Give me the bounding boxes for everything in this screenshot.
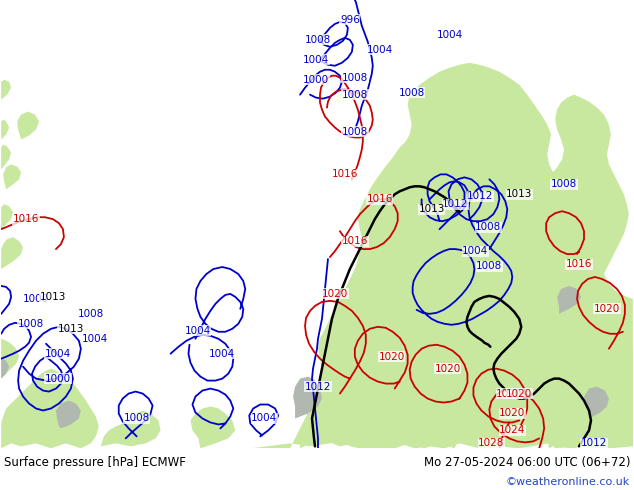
- Polygon shape: [554, 367, 633, 448]
- Polygon shape: [293, 377, 322, 418]
- Polygon shape: [541, 95, 633, 448]
- Text: 1016: 1016: [366, 194, 393, 204]
- Text: 1020: 1020: [378, 352, 405, 362]
- Text: 1004: 1004: [303, 55, 329, 65]
- Polygon shape: [31, 414, 76, 439]
- Text: ©weatheronline.co.uk: ©weatheronline.co.uk: [506, 477, 630, 487]
- Text: 1000: 1000: [303, 74, 329, 85]
- Text: 1016: 1016: [13, 214, 39, 224]
- Text: 1020: 1020: [506, 389, 533, 398]
- Polygon shape: [584, 387, 609, 418]
- Polygon shape: [190, 407, 235, 448]
- Polygon shape: [1, 145, 11, 170]
- Text: 1008: 1008: [476, 222, 501, 232]
- Polygon shape: [1, 359, 9, 379]
- Text: 1000: 1000: [45, 373, 71, 384]
- Text: 1013: 1013: [40, 292, 66, 302]
- Text: 1024: 1024: [499, 425, 526, 436]
- Text: Surface pressure [hPa] ECMWF: Surface pressure [hPa] ECMWF: [4, 456, 186, 469]
- Text: 1013: 1013: [506, 189, 533, 199]
- Text: 1008: 1008: [305, 35, 331, 45]
- Text: 1004: 1004: [366, 45, 393, 55]
- Text: 1004: 1004: [45, 349, 71, 359]
- Text: 1004: 1004: [184, 326, 210, 336]
- Text: 1020: 1020: [434, 364, 461, 374]
- Text: Mo 27-05-2024 06:00 UTC (06+72): Mo 27-05-2024 06:00 UTC (06+72): [424, 456, 630, 469]
- Polygon shape: [1, 368, 99, 448]
- Polygon shape: [1, 120, 9, 140]
- Polygon shape: [1, 80, 11, 99]
- Text: 1004: 1004: [82, 334, 108, 344]
- Polygon shape: [3, 165, 21, 189]
- Polygon shape: [101, 411, 160, 446]
- Text: 1020: 1020: [594, 304, 620, 314]
- Text: 1013: 1013: [58, 324, 84, 334]
- Text: 1013: 1013: [418, 204, 445, 214]
- Text: 996: 996: [340, 15, 360, 25]
- Polygon shape: [56, 400, 81, 428]
- Text: 1016: 1016: [332, 170, 358, 179]
- Polygon shape: [250, 63, 633, 448]
- Text: 1000: 1000: [23, 294, 49, 304]
- Text: 1008: 1008: [476, 261, 503, 271]
- Text: 1012: 1012: [581, 439, 607, 448]
- Text: 1008: 1008: [78, 309, 104, 319]
- Polygon shape: [1, 237, 23, 269]
- Polygon shape: [1, 339, 19, 379]
- Text: 1020: 1020: [496, 389, 522, 398]
- Text: 1020: 1020: [322, 289, 348, 299]
- Text: 1004: 1004: [462, 246, 489, 256]
- Text: 1016: 1016: [566, 259, 592, 269]
- Text: 1016: 1016: [342, 236, 368, 246]
- Text: 1012: 1012: [443, 199, 469, 209]
- Polygon shape: [300, 409, 460, 448]
- Text: 1008: 1008: [124, 414, 150, 423]
- Text: 1008: 1008: [18, 319, 44, 329]
- Text: 1004: 1004: [209, 349, 235, 359]
- Polygon shape: [557, 286, 581, 314]
- Text: 1008: 1008: [342, 90, 368, 99]
- Text: 1008: 1008: [342, 73, 368, 83]
- Text: 1004: 1004: [251, 414, 277, 423]
- Text: 1008: 1008: [551, 179, 577, 189]
- Text: 1020: 1020: [499, 409, 526, 418]
- Text: 1028: 1028: [478, 439, 505, 448]
- Text: 1008: 1008: [342, 126, 368, 137]
- Polygon shape: [17, 112, 39, 140]
- Text: 1012: 1012: [305, 382, 331, 392]
- Polygon shape: [1, 204, 13, 229]
- Text: 1008: 1008: [399, 88, 425, 98]
- Text: 1004: 1004: [436, 30, 463, 40]
- Text: 1012: 1012: [467, 191, 494, 201]
